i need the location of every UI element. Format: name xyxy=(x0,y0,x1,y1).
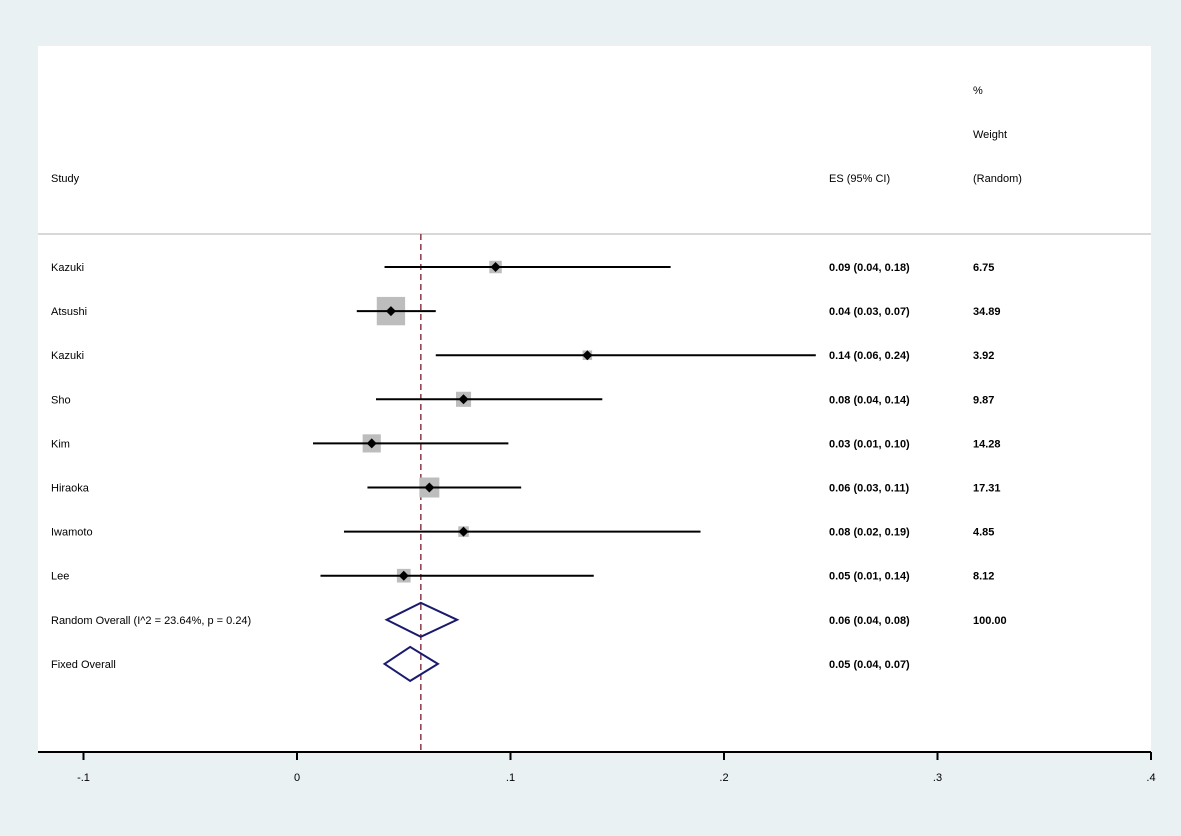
weight-value: 4.85 xyxy=(973,527,994,539)
x-tick-label: .2 xyxy=(719,772,728,784)
weight-value: 14.28 xyxy=(973,438,1001,450)
point-estimate xyxy=(424,482,435,493)
x-tick-label: 0 xyxy=(294,772,300,784)
point-estimate xyxy=(458,394,469,405)
point-estimate xyxy=(490,262,501,272)
x-tick-label: .1 xyxy=(506,772,515,784)
point-estimate xyxy=(458,526,469,537)
study-label: Atsushi xyxy=(51,306,87,318)
overall-es-value: 0.05 (0.04, 0.07) xyxy=(829,659,910,671)
overall-es-value: 0.06 (0.04, 0.08) xyxy=(829,615,910,627)
header-weight-1: % xyxy=(973,85,983,97)
point-estimate xyxy=(398,570,409,581)
es-value: 0.05 (0.01, 0.14) xyxy=(829,571,910,583)
point-estimate xyxy=(366,438,377,449)
point-estimate xyxy=(385,306,396,317)
study-label: Lee xyxy=(51,571,69,583)
study-label: Kim xyxy=(51,438,70,450)
study-label: Iwamoto xyxy=(51,527,93,539)
header-es: ES (95% CI) xyxy=(829,173,890,185)
overall-diamond xyxy=(384,601,460,638)
es-value: 0.06 (0.03, 0.11) xyxy=(829,483,909,495)
study-label: Hiraoka xyxy=(51,483,90,495)
weight-value: 8.12 xyxy=(973,571,994,583)
header-study: Study xyxy=(51,173,80,185)
x-tick-label: -.1 xyxy=(77,772,90,784)
es-value: 0.14 (0.06, 0.24) xyxy=(829,350,910,362)
point-estimate xyxy=(582,350,593,361)
overall-diamond xyxy=(382,645,440,683)
header-weight-3: (Random) xyxy=(973,173,1022,185)
study-label: Kazuki xyxy=(51,350,84,362)
x-tick-label: .3 xyxy=(933,772,942,784)
overall-weight-value: 100.00 xyxy=(973,615,1007,627)
study-label: Sho xyxy=(51,394,71,406)
weight-value: 9.87 xyxy=(973,394,994,406)
study-label: Kazuki xyxy=(51,262,84,274)
es-value: 0.04 (0.03, 0.07) xyxy=(829,306,910,318)
es-value: 0.08 (0.04, 0.14) xyxy=(829,394,910,406)
weight-value: 3.92 xyxy=(973,350,994,362)
x-tick-label: .4 xyxy=(1146,772,1155,784)
es-value: 0.09 (0.04, 0.18) xyxy=(829,262,910,274)
header-weight-2: Weight xyxy=(973,129,1007,141)
weight-value: 17.31 xyxy=(973,483,1001,495)
overall-label: Random Overall (I^2 = 23.64%, p = 0.24) xyxy=(51,615,251,627)
es-value: 0.08 (0.02, 0.19) xyxy=(829,527,910,539)
overall-label: Fixed Overall xyxy=(51,659,116,671)
es-value: 0.03 (0.01, 0.10) xyxy=(829,438,910,450)
weight-value: 6.75 xyxy=(973,262,994,274)
weight-value: 34.89 xyxy=(973,306,1001,318)
